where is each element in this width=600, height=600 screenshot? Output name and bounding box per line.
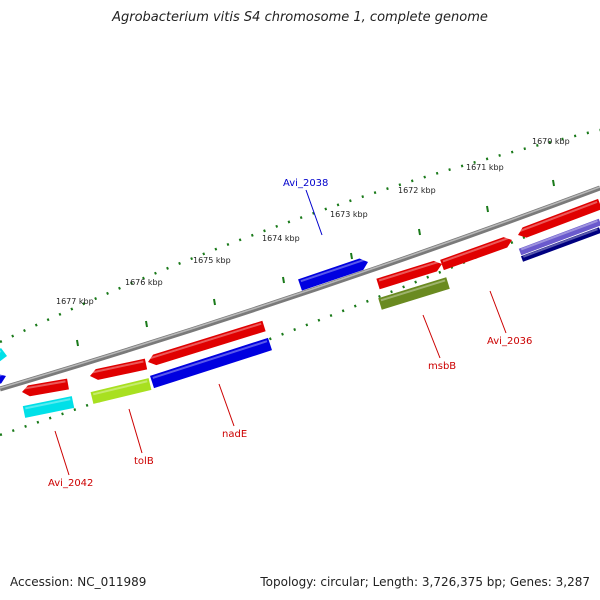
gene-leader-line xyxy=(54,430,70,476)
gene-arrow-highlight xyxy=(520,219,598,251)
gene-arrow[interactable] xyxy=(376,260,442,290)
gene-arrow[interactable] xyxy=(0,374,6,385)
chromosome-backbone xyxy=(0,185,600,392)
major-tick xyxy=(486,205,489,213)
gene-label[interactable]: Avi_2038 xyxy=(283,178,328,189)
kbp-label: 1675 kbp xyxy=(193,256,231,265)
kbp-label: 1673 kbp xyxy=(330,210,368,219)
gene-arrow-highlight xyxy=(91,360,144,374)
gene-arrow-highlight xyxy=(522,228,598,258)
gene-arrow-highlight xyxy=(148,322,262,360)
gene-arrow[interactable] xyxy=(518,218,600,256)
gene-arrow[interactable] xyxy=(298,258,368,291)
gene-leader-line xyxy=(422,314,441,359)
kbp-label: 1676 kbp xyxy=(125,278,163,287)
genome-title: Agrobacterium vitis S4 chromosome 1, com… xyxy=(112,10,488,25)
gene-label[interactable]: tolB xyxy=(134,456,154,467)
major-tick xyxy=(282,276,285,284)
gene-arrow-highlight xyxy=(518,200,598,233)
major-tick xyxy=(76,339,79,347)
gene-arrow-highlight xyxy=(0,373,4,377)
major-tick xyxy=(418,228,421,236)
kbp-label: 1677 kbp xyxy=(56,297,94,306)
outer-scale-ring xyxy=(0,128,600,344)
kbp-label: 1674 kbp xyxy=(262,234,300,243)
accession-text: Accession: NC_011989 xyxy=(10,575,147,589)
gene-label[interactable]: msbB xyxy=(428,361,456,372)
major-tick xyxy=(145,320,148,328)
gene-arrow-highlight xyxy=(25,398,71,410)
gene-arrow[interactable] xyxy=(520,227,600,262)
gene-arrow[interactable] xyxy=(90,358,148,380)
gene-leader-line xyxy=(489,290,507,334)
gene-label[interactable]: Avi_2036 xyxy=(487,336,532,347)
gene-arrow[interactable] xyxy=(22,378,69,397)
gene-arrow[interactable] xyxy=(0,348,7,362)
major-tick xyxy=(350,252,353,260)
gene-arrow[interactable] xyxy=(440,237,512,271)
kbp-label: 1672 kbp xyxy=(398,186,436,195)
gene-arrow-highlight xyxy=(152,340,268,379)
gene-arrow-highlight xyxy=(378,260,440,282)
gene-label[interactable]: nadE xyxy=(222,429,247,440)
major-tick xyxy=(552,179,555,187)
gene-leader-line xyxy=(305,189,323,236)
gene-arrow-highlight xyxy=(380,279,446,302)
gene-arrow[interactable] xyxy=(22,396,75,418)
gene-arrow-highlight xyxy=(442,236,510,263)
gene-arrow-highlight xyxy=(92,380,148,396)
gene-arrow[interactable] xyxy=(150,337,272,389)
gene-arrow-highlight xyxy=(300,258,366,283)
genome-summary-text: Topology: circular; Length: 3,726,375 bp… xyxy=(260,575,590,589)
gene-label[interactable]: Avi_2042 xyxy=(48,478,93,489)
kbp-label: 1670 kbp xyxy=(532,137,570,146)
gene-arrow-highlight xyxy=(23,380,66,390)
gene-arrow[interactable] xyxy=(148,320,266,366)
gene-leader-line xyxy=(218,383,235,427)
gene-leader-line xyxy=(128,408,143,454)
major-tick xyxy=(213,298,216,306)
gene-arrow[interactable] xyxy=(518,198,600,238)
kbp-label: 1671 kbp xyxy=(466,163,504,172)
gene-arrow[interactable] xyxy=(378,277,450,310)
gene-arrow[interactable] xyxy=(90,378,152,404)
